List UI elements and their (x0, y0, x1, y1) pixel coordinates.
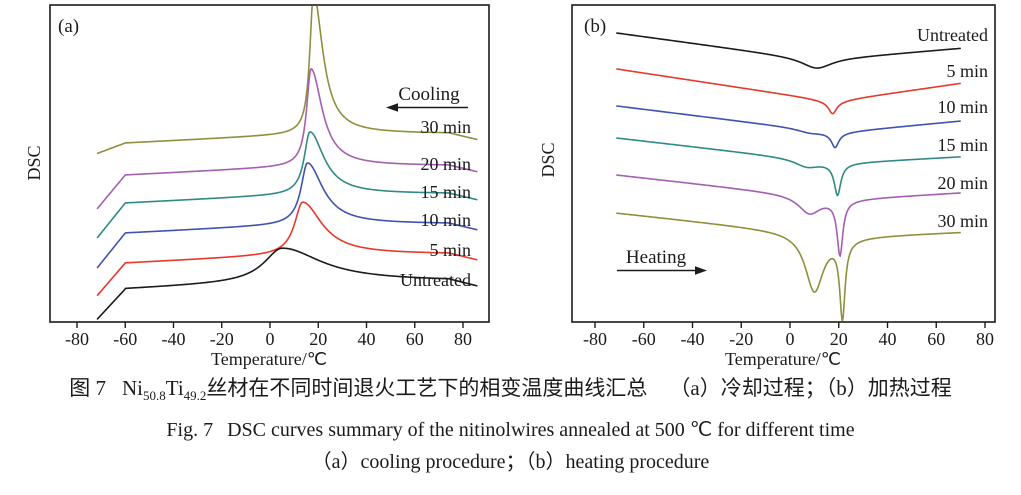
curve-20-min (616, 174, 961, 257)
x-tick-label: 60 (927, 329, 945, 349)
curve-15-min (96, 131, 478, 239)
formula-ni: Ni (121, 376, 143, 400)
x-tick-label: 20 (309, 329, 327, 349)
caption-zh-subfigures: （a）冷却过程；（b）加热过程 (669, 376, 952, 400)
series-label-15-min: 15 min (420, 182, 471, 202)
curve-5-min (96, 201, 478, 296)
curve-15-min (616, 137, 961, 197)
figure-caption: 图 7 Ni50.8Ti49.2丝材在不同时间退火工艺下的相变温度曲线汇总 （a）冷… (0, 372, 1021, 475)
curve-30-min (616, 212, 961, 322)
direction-label: Cooling (398, 84, 460, 105)
series-label-30-min: 30 min (937, 211, 988, 231)
x-tick-label: 80 (454, 329, 472, 349)
direction-label: Heating (626, 247, 687, 268)
formula-ti-subscript: 49.2 (183, 388, 207, 404)
x-tick-label: 40 (879, 329, 897, 349)
arrow-head-left (386, 103, 398, 112)
curve-20-min (96, 68, 478, 210)
series-label-30-min: 30 min (420, 117, 471, 137)
curves-group (96, 5, 478, 320)
y-axis-title: DSC (538, 142, 558, 177)
x-tick-label: -40 (162, 329, 186, 349)
series-label-10-min: 10 min (420, 210, 471, 230)
caption-line-english: Fig. 7 DSC curves summary of the nitinolw… (0, 418, 1021, 443)
direction-arrow (386, 103, 468, 112)
series-label-5-min: 5 min (946, 61, 988, 81)
caption-en-figure-number: Fig. 7 (166, 419, 214, 442)
x-tick-label: -20 (210, 329, 234, 349)
x-tick-label: -40 (681, 329, 705, 349)
curve-10-min (96, 162, 478, 269)
x-tick-label: 60 (406, 329, 424, 349)
x-tick-label: 20 (830, 329, 848, 349)
caption-en-text: DSC curves summary of the nitinolwires a… (227, 419, 855, 442)
formula-ni-subscript: 50.8 (142, 388, 166, 404)
x-axis-title: Temperature/℃ (725, 349, 841, 369)
caption-en-subfigures: （a）cooling procedure；（b）heating procedur… (311, 451, 710, 474)
x-tick-label: -80 (65, 329, 89, 349)
x-tick-label: 40 (358, 329, 376, 349)
curve-untreated (616, 32, 961, 69)
x-tick-label: -60 (632, 329, 656, 349)
series-label-15-min: 15 min (937, 135, 988, 155)
caption-line-chinese: 图 7 Ni50.8Ti49.2丝材在不同时间退火工艺下的相变温度曲线汇总 （a）冷… (0, 375, 1021, 409)
caption-line-english-subfigures: （a）cooling procedure；（b）heating procedur… (0, 450, 1021, 475)
panel-b-heating-chart: -80 -60 -40 -20 0 20 40 60 80 Temperature/℃ DSC (b)… (538, 4, 996, 369)
panel-label: (a) (58, 16, 79, 37)
formula-ti: Ti (165, 376, 184, 400)
curve-5-min (616, 68, 961, 115)
series-label-10-min: 10 min (937, 97, 988, 117)
caption-zh-figure-number: 图 7 (69, 376, 106, 400)
series-label-5-min: 5 min (429, 240, 471, 260)
panel-label: (b) (584, 16, 606, 37)
plot-frame-b (571, 4, 996, 323)
x-tick-label: 0 (786, 329, 795, 349)
arrow-head-right (695, 266, 707, 275)
x-tick-label: -80 (583, 329, 607, 349)
x-tick-label: 80 (976, 329, 994, 349)
x-tick-label: 0 (266, 329, 275, 349)
x-axis-title: Temperature/℃ (211, 349, 327, 369)
curve-30-min (96, 5, 478, 155)
direction-arrow (617, 266, 707, 275)
curves-group (616, 32, 961, 322)
series-label-20-min: 20 min (937, 173, 988, 193)
series-label-untreated: Untreated (917, 25, 988, 45)
panel-a-cooling-chart: -80 -60 -40 -20 0 20 40 60 80 Temperature/℃ DSC (a)… (24, 4, 490, 369)
caption-zh-text: 丝材在不同时间退火工艺下的相变温度曲线汇总 (206, 376, 648, 400)
x-tick-label: -20 (729, 329, 753, 349)
series-label-untreated: Untreated (400, 270, 471, 290)
curve-untreated (96, 247, 478, 320)
y-axis-title: DSC (24, 145, 44, 180)
series-label-20-min: 20 min (420, 154, 471, 174)
curve-10-min (616, 105, 961, 149)
x-tick-label: -60 (113, 329, 137, 349)
